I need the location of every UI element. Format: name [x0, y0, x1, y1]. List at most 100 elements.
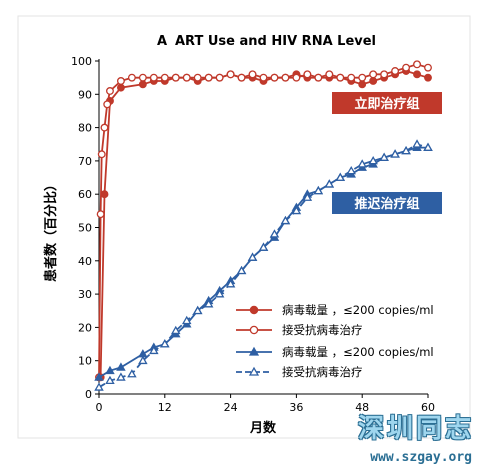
data-point	[94, 382, 104, 391]
data-point	[281, 73, 290, 82]
data-point	[138, 73, 147, 82]
x-tick-label: 48	[355, 401, 369, 414]
data-point	[160, 73, 169, 82]
data-point	[103, 100, 112, 109]
series-0	[96, 67, 432, 382]
data-point	[369, 70, 378, 79]
data-point	[215, 73, 224, 82]
data-point	[116, 83, 125, 92]
y-tick-label: 80	[78, 122, 92, 135]
data-point	[347, 73, 356, 82]
data-point	[413, 70, 421, 79]
series-layer	[94, 60, 433, 391]
watermark-url: www.szgay.org	[370, 450, 472, 465]
data-point	[380, 70, 389, 79]
data-point	[248, 70, 257, 79]
figure-frame	[17, 15, 471, 439]
data-point	[171, 73, 180, 82]
data-point	[336, 73, 345, 82]
data-point	[335, 172, 346, 181]
data-point	[214, 289, 225, 298]
group-label-box	[332, 92, 442, 114]
data-point	[358, 80, 367, 89]
data-point	[236, 265, 247, 275]
data-point	[270, 73, 279, 82]
legend-label: 接受抗病毒治疗	[282, 323, 363, 337]
data-point	[106, 87, 114, 95]
data-point	[325, 70, 334, 79]
data-point	[116, 77, 125, 85]
data-point	[324, 179, 335, 188]
legend-label: 接受抗病毒治疗	[282, 365, 363, 379]
data-point	[127, 369, 137, 378]
x-tick-label: 0	[96, 401, 103, 414]
data-point	[346, 165, 356, 175]
data-point	[357, 159, 367, 168]
x-tick-label: 24	[224, 401, 238, 414]
x-axis-label: 月数	[249, 420, 277, 436]
group-label-box	[332, 192, 442, 214]
data-point	[97, 150, 106, 159]
data-point	[192, 305, 203, 315]
data-point	[369, 77, 378, 85]
data-point	[423, 142, 433, 151]
data-point	[160, 339, 170, 348]
y-tick-label: 30	[78, 288, 92, 301]
data-point	[358, 73, 367, 82]
data-point	[291, 205, 302, 215]
data-point	[193, 73, 202, 82]
data-point	[138, 80, 147, 89]
data-point	[204, 73, 213, 82]
data-point	[94, 372, 104, 381]
legend-swatch-marker	[249, 305, 259, 315]
data-point	[100, 123, 109, 132]
data-point	[368, 155, 378, 165]
series-1	[95, 60, 432, 382]
series-3	[94, 139, 433, 391]
data-point	[391, 67, 400, 75]
legend-label: 病毒载量 ，≤200 copies/ml	[282, 303, 434, 317]
data-point	[258, 242, 269, 251]
data-point	[412, 139, 422, 148]
data-point	[116, 372, 126, 381]
data-point	[105, 365, 115, 375]
data-point	[149, 345, 159, 355]
data-point	[424, 73, 432, 82]
data-point	[105, 375, 115, 385]
data-point	[424, 63, 432, 72]
data-point	[292, 73, 301, 82]
data-point	[259, 73, 268, 82]
legend-swatch-marker	[248, 346, 260, 356]
y-tick-label: 40	[78, 255, 92, 268]
y-tick-label: 60	[78, 188, 92, 201]
x-tick-label: 12	[158, 401, 172, 414]
data-point	[149, 73, 158, 82]
data-point	[314, 73, 323, 82]
data-point	[237, 73, 246, 82]
data-point	[100, 190, 109, 199]
legend-label: 病毒载量 ，≤200 copies/ml	[282, 345, 434, 359]
series-line	[99, 70, 429, 378]
y-tick-label: 90	[78, 88, 92, 101]
data-point	[303, 70, 312, 79]
data-point	[247, 252, 258, 261]
y-tick-label: 20	[78, 321, 92, 334]
data-point	[269, 229, 280, 238]
data-point	[401, 145, 411, 155]
x-tick-label: 60	[421, 401, 435, 414]
data-point	[413, 60, 421, 69]
data-point	[225, 279, 236, 288]
data-point	[116, 362, 126, 371]
watermark-logo: 深圳同志	[357, 414, 474, 444]
panel-letter: A	[157, 34, 167, 49]
series-line	[98, 146, 428, 379]
y-tick-label: 100	[71, 55, 92, 68]
data-point	[313, 185, 324, 195]
y-axis-label: 患者数（百分比）	[43, 178, 59, 282]
legend-swatch-marker	[249, 325, 259, 335]
legend-swatch-marker	[248, 366, 260, 376]
x-tick-label: 36	[289, 401, 303, 414]
